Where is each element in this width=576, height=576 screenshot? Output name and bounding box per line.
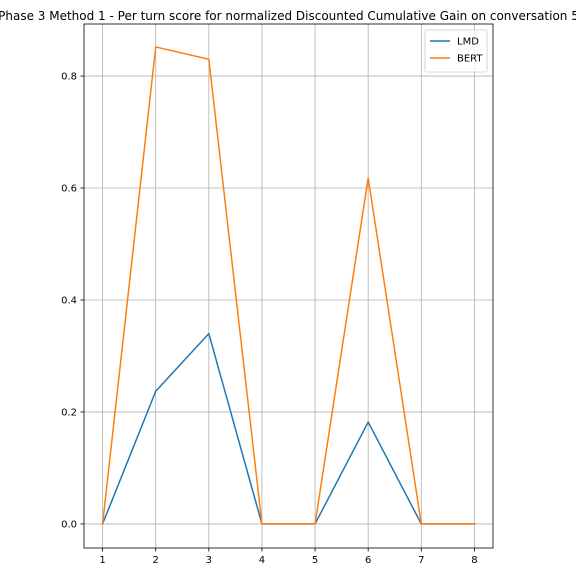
series-line-lmd (101, 332, 476, 525)
grid (84, 24, 493, 548)
x-tick-label: 8 (471, 555, 477, 566)
legend-label-lmd: LMD (457, 37, 479, 48)
x-axis: 1 2 3 4 5 6 7 8 (99, 548, 478, 566)
x-tick-label: 7 (418, 555, 424, 566)
x-tick-label: 5 (312, 555, 318, 566)
x-tick-label: 3 (206, 555, 212, 566)
plot-frame (83, 23, 494, 549)
x-tick-label: 4 (259, 555, 265, 566)
y-axis: 0.0 0.2 0.4 0.6 0.8 (61, 72, 84, 530)
x-tick-label: 1 (99, 555, 105, 566)
y-tick-label: 0.4 (61, 295, 77, 306)
series-line-bert (101, 46, 476, 525)
y-tick-label: 0.8 (61, 72, 77, 83)
chart-title: Phase 3 Method 1 - Per turn score for no… (0, 9, 576, 23)
legend-label-bert: BERT (457, 54, 483, 65)
series (101, 46, 476, 525)
y-tick-label: 0.0 (61, 519, 77, 530)
y-tick-label: 0.6 (61, 184, 77, 195)
legend: LMD BERT (424, 29, 488, 73)
y-tick-label: 0.2 (61, 407, 77, 418)
x-tick-label: 6 (365, 555, 371, 566)
x-tick-label: 2 (153, 555, 159, 566)
